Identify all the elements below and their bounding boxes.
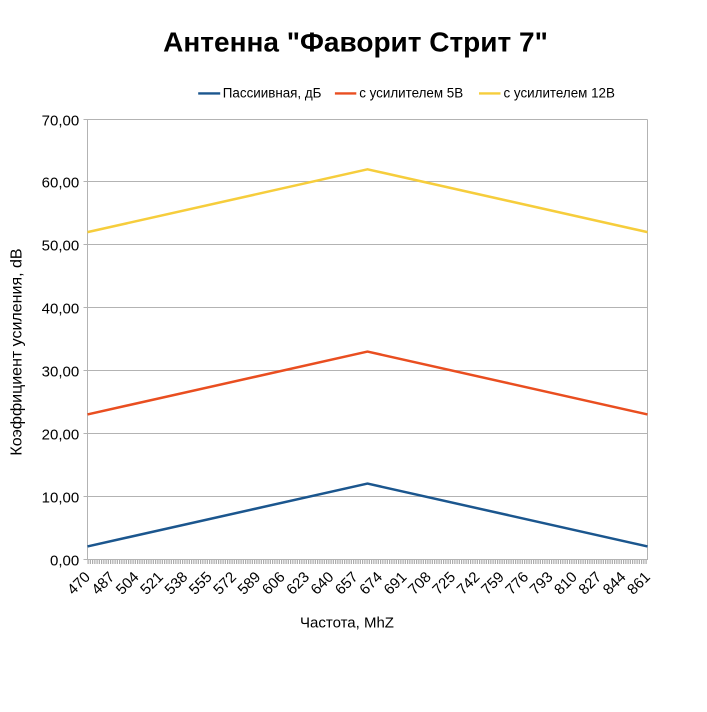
svg-text:40,00: 40,00	[42, 300, 80, 317]
svg-text:Антенна "Фаворит Стрит 7": Антенна "Фаворит Стрит 7"	[163, 27, 548, 58]
svg-text:20,00: 20,00	[42, 426, 80, 443]
svg-text:Пассиивная, дБ: Пассиивная, дБ	[223, 86, 322, 101]
svg-text:с усилителем 12В: с усилителем 12В	[504, 86, 615, 101]
svg-text:30,00: 30,00	[42, 363, 80, 380]
svg-text:50,00: 50,00	[42, 237, 80, 254]
svg-text:0,00: 0,00	[50, 552, 79, 569]
svg-text:Частота, MhZ: Частота, MhZ	[300, 615, 394, 632]
svg-text:с усилителем 5В: с усилителем 5В	[359, 86, 463, 101]
svg-text:60,00: 60,00	[42, 174, 80, 191]
svg-text:70,00: 70,00	[42, 112, 80, 129]
svg-text:Коэффициент усиления, dB: Коэффициент усиления, dB	[9, 248, 26, 455]
svg-text:10,00: 10,00	[42, 489, 80, 506]
